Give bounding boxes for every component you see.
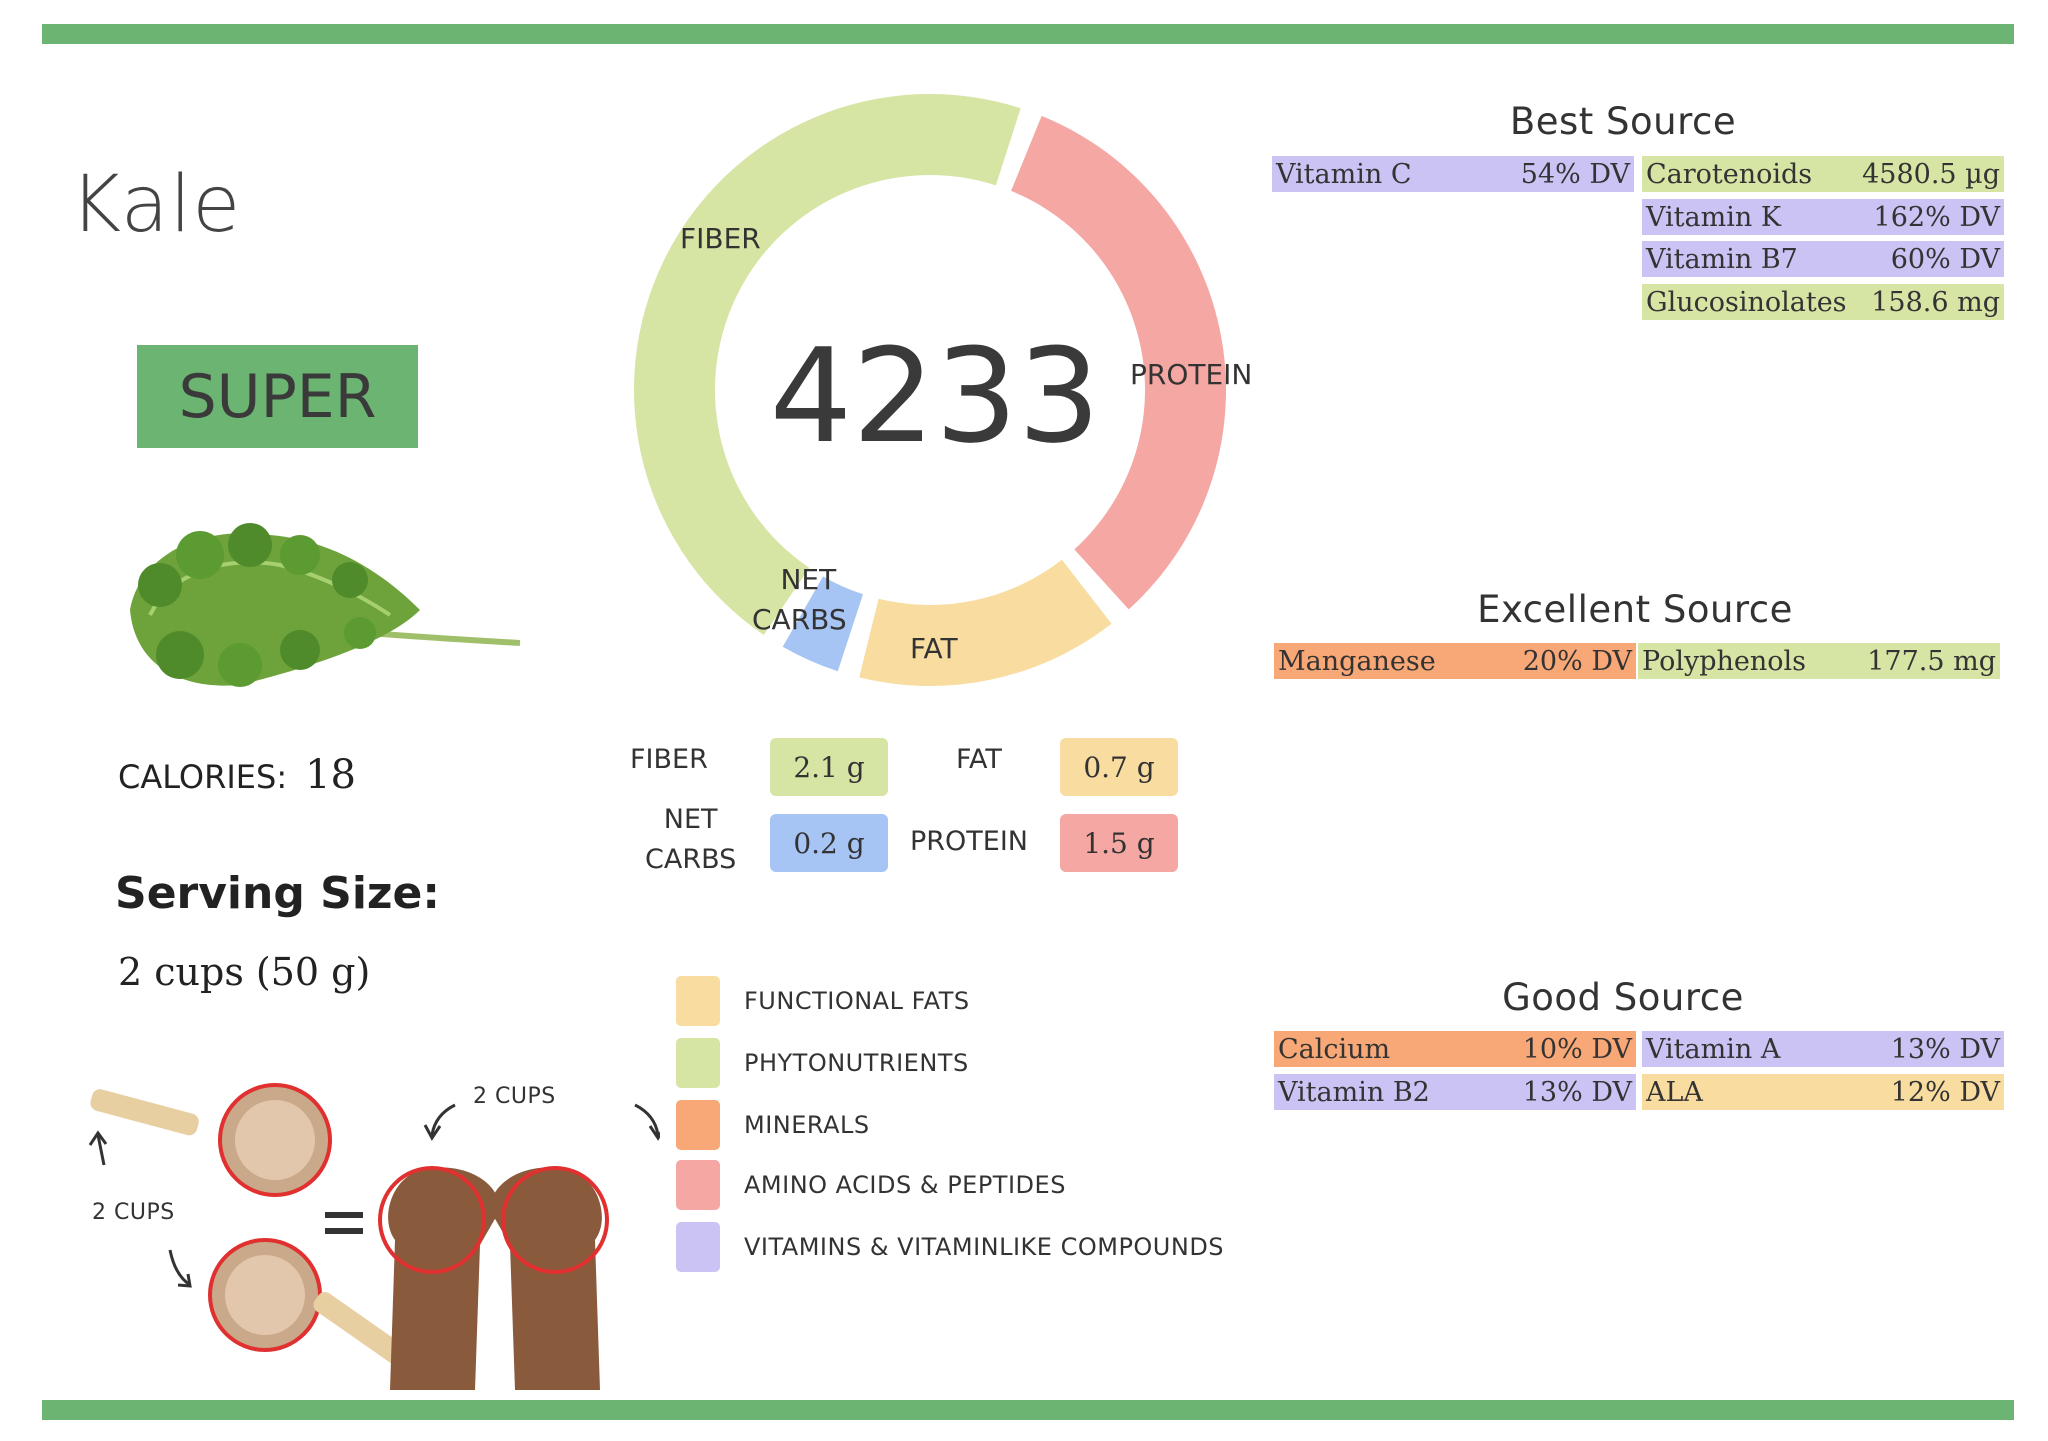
good-source-title: Good Source [1502, 976, 1744, 1019]
cups-hands-image [88, 1083, 667, 1390]
legend-label: PHYTONUTRIENTS [744, 1049, 969, 1077]
legend-swatch [676, 976, 720, 1026]
macro-value-protein: 1.5 g [1060, 814, 1178, 872]
segment-label-net: NET [780, 563, 837, 596]
macro-label-fat: FAT [956, 744, 1002, 775]
nutrient-value: 10% DV [1522, 1033, 1632, 1065]
nutrient-name: Vitamin A [1646, 1033, 1781, 1065]
nutrient-row: Glucosinolates 158.6 mg [1642, 284, 2004, 320]
serving-size-label: Serving Size: [115, 868, 440, 919]
category-legend: FUNCTIONAL FATS PHYTONUTRIENTS MINERALS … [676, 975, 1236, 1273]
nutrient-row: Vitamin K 162% DV [1642, 199, 2004, 235]
donut-segment-fat [859, 559, 1112, 686]
legend-item: MINERALS [676, 1099, 1236, 1151]
nutrient-name: Glucosinolates [1646, 286, 1847, 318]
legend-item: PHYTONUTRIENTS [676, 1037, 1236, 1089]
nutrient-name: Vitamin B2 [1278, 1076, 1430, 1108]
score-value: 4233 [769, 320, 1101, 472]
excellent-source-title: Excellent Source [1477, 588, 1793, 631]
macro-label-net-carbs: NET CARBS [645, 800, 736, 880]
segment-label-carbs: CARBS [752, 603, 847, 636]
nutrient-value: 158.6 mg [1871, 286, 2000, 318]
nutrient-value: 12% DV [1890, 1076, 2000, 1108]
legend-item: VITAMINS & VITAMINLIKE COMPOUNDS [676, 1221, 1236, 1273]
calories-value: 18 [305, 752, 356, 798]
legend-swatch [676, 1038, 720, 1088]
macro-value-net-carbs: 0.2 g [770, 814, 888, 872]
segment-label-fat: FAT [910, 632, 958, 665]
nutrient-name: Vitamin B7 [1646, 243, 1798, 275]
kale-leaf-image [130, 523, 521, 687]
nutrient-value: 20% DV [1522, 645, 1632, 677]
nutrient-name: Vitamin C [1276, 158, 1412, 190]
bottom-divider [42, 1400, 2014, 1420]
macro-label-fiber: FIBER [630, 744, 708, 775]
donut-segment-protein [1011, 115, 1226, 610]
nutrient-value: 13% DV [1522, 1076, 1632, 1108]
nutrient-row: Vitamin A 13% DV [1642, 1031, 2004, 1067]
macro-donut-chart [633, 93, 1226, 686]
legend-swatch [676, 1100, 720, 1150]
legend-label: VITAMINS & VITAMINLIKE COMPOUNDS [744, 1233, 1225, 1261]
nutrient-row: Vitamin B2 13% DV [1274, 1074, 1636, 1110]
segment-label-protein: PROTEIN [1130, 358, 1253, 391]
legend-label: MINERALS [744, 1111, 870, 1139]
nutrient-row: ALA 12% DV [1642, 1074, 2004, 1110]
cups-left-label: 2 CUPS [92, 1200, 175, 1225]
nutrient-value: 177.5 mg [1867, 645, 1996, 677]
nutrient-value: 54% DV [1520, 158, 1630, 190]
donut-segment-fiber [633, 93, 1021, 635]
nutrient-value: 13% DV [1890, 1033, 2000, 1065]
nutrient-name: Carotenoids [1646, 158, 1813, 190]
nutrient-name: ALA [1646, 1076, 1703, 1108]
nutrient-value: 162% DV [1873, 201, 2000, 233]
nutrient-name: Calcium [1278, 1033, 1391, 1065]
donut-segment-net-carbs [782, 576, 863, 672]
legend-item: FUNCTIONAL FATS [676, 975, 1236, 1027]
legend-item: AMINO ACIDS & PEPTIDES [676, 1159, 1236, 1211]
nutrient-row: Calcium 10% DV [1274, 1031, 1636, 1067]
legend-swatch [676, 1222, 720, 1272]
nutrient-name: Vitamin K [1646, 201, 1781, 233]
macro-value-fat: 0.7 g [1060, 738, 1178, 796]
super-badge: SUPER [137, 345, 418, 448]
nutrient-row: Polyphenols 177.5 mg [1638, 643, 2000, 679]
nutrient-name: Manganese [1278, 645, 1436, 677]
macro-label-protein: PROTEIN [910, 826, 1029, 857]
cups-top-label: 2 CUPS [473, 1084, 556, 1109]
segment-label-fiber: FIBER [680, 222, 761, 255]
legend-label: AMINO ACIDS & PEPTIDES [744, 1171, 1066, 1199]
nutrient-row: Carotenoids 4580.5 µg [1642, 156, 2004, 192]
nutrient-value: 60% DV [1890, 243, 2000, 275]
nutrient-row: Manganese 20% DV [1274, 643, 1636, 679]
top-divider [42, 24, 2014, 44]
nutrient-name: Polyphenols [1642, 645, 1807, 677]
legend-swatch [676, 1160, 720, 1210]
nutrient-value: 4580.5 µg [1862, 158, 2000, 190]
calories-line: CALORIES: 18 [118, 752, 356, 798]
best-source-title: Best Source [1509, 100, 1737, 143]
calories-label: CALORIES: [118, 758, 288, 796]
serving-illustration: 2 CUPS 2 CUPS [80, 1070, 667, 1400]
macro-value-fiber: 2.1 g [770, 738, 888, 796]
segment-label-net-carbs: NET CARBS [752, 560, 847, 640]
macro-label-net: NET [663, 804, 718, 835]
nutrient-row: Vitamin C 54% DV [1272, 156, 1634, 192]
food-title: Kale [70, 160, 242, 250]
legend-label: FUNCTIONAL FATS [744, 987, 970, 1015]
serving-size-value: 2 cups (50 g) [118, 950, 371, 994]
macro-label-carbs: CARBS [645, 844, 737, 875]
nutrient-row: Vitamin B7 60% DV [1642, 241, 2004, 277]
